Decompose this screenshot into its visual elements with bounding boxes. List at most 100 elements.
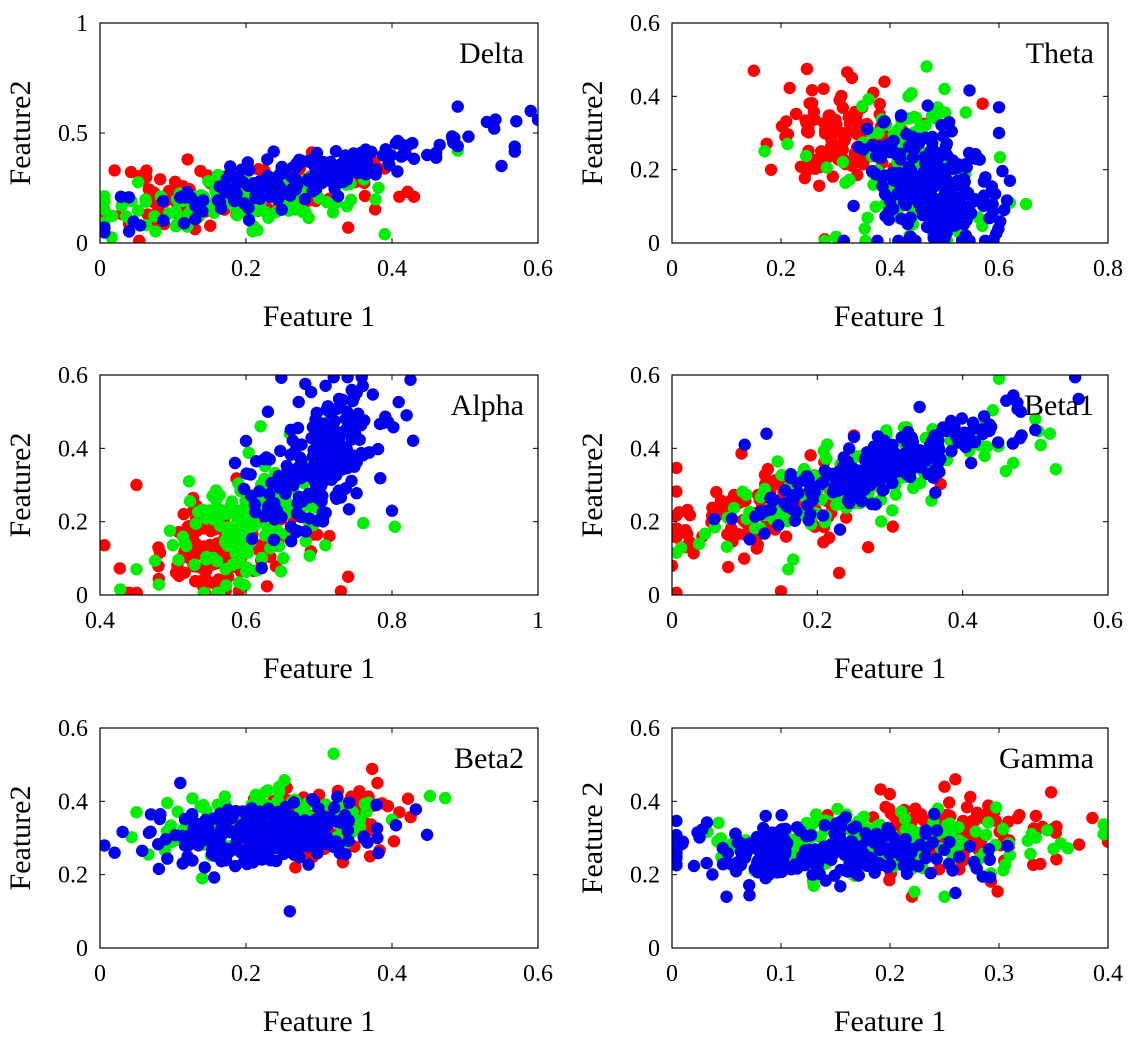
data-point-blue bbox=[331, 790, 344, 803]
x-tick-label: 0.4 bbox=[875, 256, 905, 282]
data-point-red bbox=[823, 531, 836, 544]
data-point-blue bbox=[261, 405, 275, 418]
data-point-green bbox=[1007, 456, 1020, 470]
data-point-red bbox=[722, 560, 735, 574]
data-point-blue bbox=[900, 867, 914, 880]
data-point-green bbox=[100, 203, 111, 216]
data-point-blue bbox=[955, 412, 969, 425]
data-point-blue bbox=[227, 189, 240, 202]
data-point-blue bbox=[977, 410, 991, 423]
data-point-blue bbox=[926, 198, 939, 211]
x-tick-label: 0.2 bbox=[231, 256, 261, 282]
data-point-green bbox=[889, 488, 902, 501]
data-point-blue bbox=[323, 811, 336, 824]
data-point-blue bbox=[116, 825, 129, 839]
data-point-blue bbox=[253, 829, 266, 842]
data-point-blue bbox=[366, 388, 379, 401]
data-point-blue bbox=[182, 835, 196, 848]
x-tick-label: 0 bbox=[94, 961, 106, 987]
data-point-blue bbox=[510, 115, 523, 128]
data-point-blue bbox=[996, 164, 1009, 178]
data-point-green bbox=[197, 798, 210, 812]
data-point-blue bbox=[821, 467, 835, 480]
x-tick-label: 0.4 bbox=[377, 256, 407, 282]
y-tick-label: 0 bbox=[648, 583, 660, 609]
data-point-blue bbox=[846, 482, 859, 495]
data-point-blue bbox=[897, 195, 911, 209]
data-point-blue bbox=[371, 442, 385, 456]
points-group bbox=[100, 375, 420, 595]
data-point-red bbox=[800, 62, 814, 76]
data-point-blue bbox=[301, 840, 314, 853]
data-point-blue bbox=[866, 476, 879, 489]
data-point-green bbox=[843, 173, 856, 186]
x-tick-label: 0.8 bbox=[1093, 256, 1123, 282]
data-point-green bbox=[905, 87, 918, 100]
data-point-blue bbox=[298, 814, 311, 827]
data-point-red bbox=[200, 573, 213, 587]
data-point-blue bbox=[316, 444, 329, 457]
data-point-blue bbox=[345, 165, 358, 179]
data-point-blue bbox=[255, 561, 268, 575]
data-point-red bbox=[832, 566, 846, 580]
data-point-green bbox=[218, 790, 231, 803]
data-point-blue bbox=[834, 880, 847, 893]
data-point-blue bbox=[341, 375, 354, 384]
data-point-red bbox=[252, 163, 265, 176]
data-point-blue bbox=[1029, 423, 1042, 437]
x-tick-label: 0.1 bbox=[766, 961, 796, 987]
data-point-green bbox=[180, 539, 193, 553]
data-point-blue bbox=[293, 851, 306, 864]
data-point-blue bbox=[838, 454, 852, 467]
data-point-green bbox=[130, 806, 143, 819]
data-point-blue bbox=[275, 203, 288, 216]
x-tick-label: 0 bbox=[666, 961, 678, 987]
data-point-blue bbox=[260, 451, 273, 464]
data-point-red bbox=[960, 801, 974, 814]
data-point-green bbox=[235, 541, 249, 554]
data-point-blue bbox=[1001, 839, 1014, 853]
data-point-blue bbox=[409, 803, 423, 816]
y-tick-label: 0.2 bbox=[630, 863, 660, 889]
data-point-green bbox=[919, 119, 932, 132]
data-point-green bbox=[240, 565, 253, 578]
data-point-green bbox=[115, 199, 128, 212]
data-point-blue bbox=[983, 871, 997, 884]
data-point-blue bbox=[277, 166, 290, 179]
data-point-blue bbox=[976, 427, 990, 441]
data-point-red bbox=[915, 808, 928, 821]
data-point-blue bbox=[275, 375, 288, 384]
data-point-green bbox=[191, 505, 205, 519]
data-point-blue bbox=[883, 444, 896, 458]
data-point-blue bbox=[159, 833, 172, 846]
data-point-blue bbox=[254, 840, 267, 853]
data-point-blue bbox=[804, 507, 817, 521]
data-point-blue bbox=[939, 140, 953, 153]
y-tick-label: 0 bbox=[648, 231, 660, 257]
data-point-blue bbox=[750, 830, 764, 844]
data-point-blue bbox=[846, 822, 860, 835]
data-point-blue bbox=[720, 890, 733, 903]
data-point-blue bbox=[328, 457, 342, 471]
data-point-blue bbox=[231, 173, 245, 186]
data-point-blue bbox=[977, 175, 991, 188]
data-point-red bbox=[130, 478, 143, 492]
data-point-blue bbox=[871, 234, 884, 243]
data-point-blue bbox=[901, 425, 915, 439]
data-point-blue bbox=[672, 850, 679, 863]
data-point-blue bbox=[951, 174, 964, 187]
data-point-red bbox=[1044, 786, 1058, 799]
data-point-green bbox=[274, 565, 288, 578]
data-point-green bbox=[166, 539, 179, 552]
y-tick-label: 0 bbox=[648, 936, 660, 962]
data-point-blue bbox=[865, 164, 879, 178]
data-point-blue bbox=[790, 821, 804, 834]
data-point-blue bbox=[294, 510, 308, 524]
data-point-blue bbox=[319, 422, 332, 436]
data-point-blue bbox=[735, 858, 748, 871]
data-point-green bbox=[1097, 828, 1108, 841]
data-point-blue bbox=[114, 190, 128, 203]
data-point-green bbox=[248, 519, 261, 532]
data-point-green bbox=[999, 464, 1013, 478]
data-point-red bbox=[789, 107, 803, 121]
